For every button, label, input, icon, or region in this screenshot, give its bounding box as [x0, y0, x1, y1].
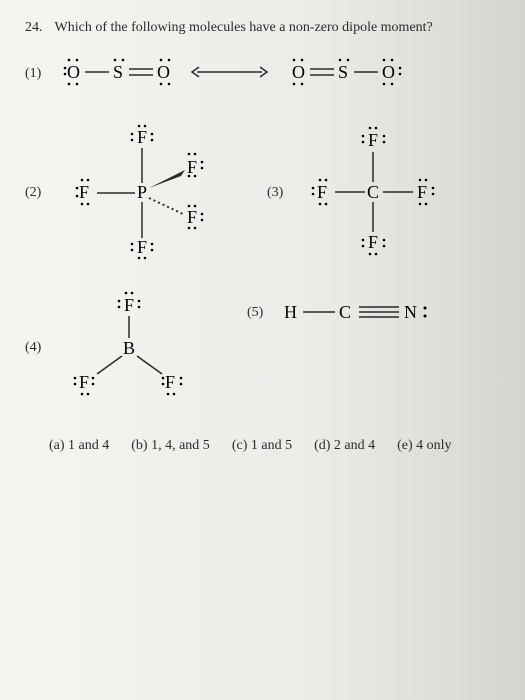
atom-p: P [137, 182, 147, 202]
option-1: (1) O S O O S O [25, 54, 500, 94]
atom-o: O [382, 62, 395, 82]
answer-choices: (a) 1 and 4 (b) 1, 4, and 5 (c) 1 and 5 … [49, 438, 500, 454]
hcn-structure: H C N [279, 288, 469, 338]
atom-f: F [79, 182, 89, 202]
option-4: (4) B F F F [25, 288, 207, 408]
pf5-structure: P F F F F F [57, 118, 227, 268]
cf4-structure: C F F F F [299, 118, 449, 268]
question-header: 24. Which of the following molecules hav… [25, 20, 500, 36]
atom-o: O [292, 62, 305, 82]
question-text: Which of the following molecules have a … [55, 20, 501, 36]
answer-b[interactable]: (b) 1, 4, and 5 [131, 438, 210, 454]
atom-n: N [404, 302, 417, 322]
row-4-5: (4) B F F F (5) H C [25, 288, 500, 408]
atom-b: B [123, 338, 135, 358]
atom-f: F [368, 232, 378, 252]
atom-c: C [339, 302, 351, 322]
option-5-num: (5) [247, 305, 271, 321]
atom-f: F [368, 130, 378, 150]
atom-s: S [338, 62, 348, 82]
atom-f: F [137, 127, 147, 147]
option-2-num: (2) [25, 185, 49, 201]
option-2: (2) P F F F F [25, 118, 227, 268]
atom-f: F [187, 157, 197, 177]
atom-c: C [367, 182, 379, 202]
bf3-structure: B F F F [57, 288, 207, 408]
atom-f: F [187, 207, 197, 227]
atom-f: F [79, 372, 89, 392]
atom-o: O [157, 62, 170, 82]
atom-s: S [113, 62, 123, 82]
so2-structures: O S O O S O [57, 54, 487, 94]
atom-h: H [284, 302, 297, 322]
answer-a[interactable]: (a) 1 and 4 [49, 438, 109, 454]
option-4-num: (4) [25, 340, 49, 356]
answer-d[interactable]: (d) 2 and 4 [314, 438, 375, 454]
atom-f: F [417, 182, 427, 202]
answer-c[interactable]: (c) 1 and 5 [232, 438, 292, 454]
atom-f: F [317, 182, 327, 202]
atom-o: O [67, 62, 80, 82]
atom-f: F [124, 295, 134, 315]
option-3-num: (3) [267, 185, 291, 201]
option-1-num: (1) [25, 66, 49, 82]
answer-e[interactable]: (e) 4 only [397, 438, 451, 454]
atom-f: F [137, 237, 147, 257]
option-5: (5) H C N [247, 288, 469, 338]
question-number: 24. [25, 20, 43, 36]
atom-f: F [165, 372, 175, 392]
option-3: (3) C F F F F [267, 118, 449, 268]
row-2-3: (2) P F F F F [25, 118, 500, 268]
